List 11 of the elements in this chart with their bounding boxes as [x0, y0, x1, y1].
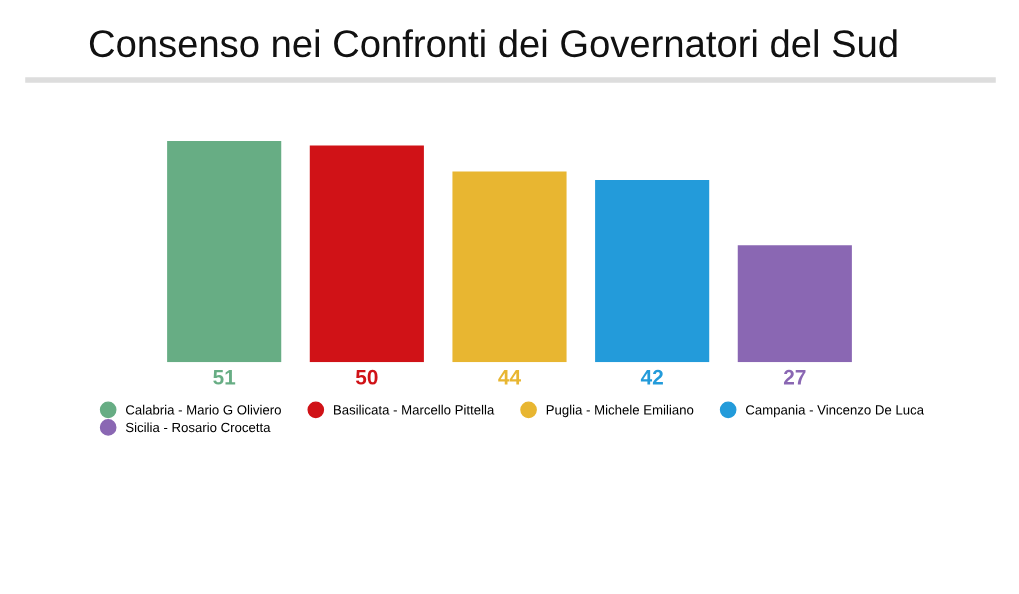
data-label: 27: [783, 369, 806, 385]
data-label: 50: [355, 369, 378, 385]
data-label: 42: [640, 369, 663, 385]
data-label: 51: [213, 370, 236, 385]
legend-label: Calabria - Mario G Oliviero: [125, 404, 281, 415]
legend-label: Sicilia - Rosario Crocetta: [125, 422, 271, 433]
legend-label: Puglia - Michele Emiliano: [546, 404, 694, 418]
legend-label: Campania - Vincenzo De Luca: [745, 404, 925, 418]
legend-label: Basilicata - Marcello Pittella: [334, 404, 495, 415]
chart-title: Consenso nei Confronti dei Governatori del Sud: [89, 29, 897, 58]
data-label: 44: [498, 370, 521, 385]
